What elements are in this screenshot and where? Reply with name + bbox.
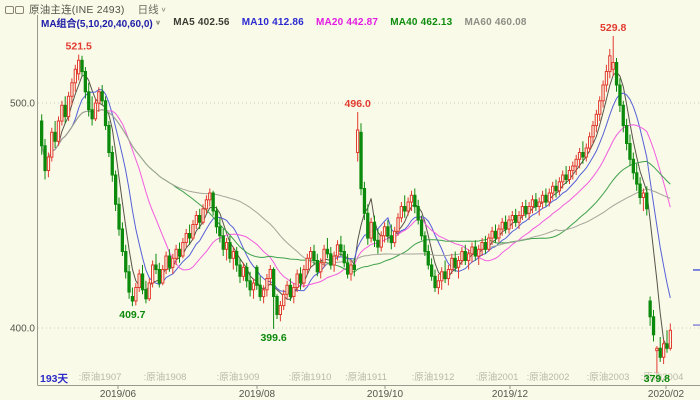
ma-legend-ma20: MA20 442.87 [315,17,379,28]
price-annotation-529.8: 529.8 [600,22,626,34]
x-axis-date-label: 2019/12 [492,389,529,400]
price-annotation-521.5: 521.5 [66,41,92,53]
price-annotation-496.0: 496.0 [345,98,371,110]
contract-watermark: :原油1909 [217,371,260,383]
x-axis-date-label: 2019/06 [100,389,137,400]
ma-legend-bar: MA组合(5,10,20,40,60,0) ∨ MA5 402.56 MA10 4… [41,15,527,30]
contract-watermark: :原油2004 [641,371,684,383]
contract-watermark: :原油2003 [587,371,630,383]
ma-legend-ma10: MA10 412.86 [241,17,304,28]
contract-watermark: :原油1908 [144,371,187,383]
contract-watermark: :原油1907 [79,371,122,383]
contract-watermark: :原油2002 [527,371,570,383]
instrument-title: 原油主连(INE 2493) [29,4,125,16]
y-axis-label: 500.0 [10,99,35,110]
chart-header: 原油主连(INE 2493) 日线 ∨ [5,2,166,17]
linked-contract-icon [5,5,24,14]
x-axis-date-label: 2019/10 [367,389,404,400]
contract-watermark: :原油2001 [476,371,519,383]
ma-legend-ma40: MA40 462.13 [390,17,453,28]
ma-settings-dropdown[interactable]: MA组合(5,10,20,40,60,0) ∨ [41,15,161,30]
x-axis-date-label: 2020/02 [648,389,685,400]
contract-watermark: :原油1910 [289,371,332,383]
ma-legend-ma5: MA5 402.56 [173,17,230,28]
chevron-down-icon: ∨ [154,18,162,27]
candles [40,36,673,374]
ma60-line [41,109,671,266]
y-axis-label: 400.0 [10,324,35,335]
ma20-line [41,109,671,287]
period-label: 日线 [137,4,159,16]
x-axis-date-label: 2019/08 [239,389,276,400]
ma10-line [41,88,671,299]
ma-settings-label: MA组合(5,10,20,40,60,0) [41,19,153,30]
price-annotation-399.6: 399.6 [260,332,286,344]
price-annotation-379.8: 379.8 [644,373,670,385]
ma-legend-ma60: MA60 460.08 [464,17,527,28]
price-annotation-409.7: 409.7 [119,309,145,321]
contract-watermark: :原油1911 [345,371,387,383]
visible-days-label: 193天 [40,373,69,385]
contract-watermark: :原油1912 [412,371,455,383]
period-selector[interactable]: 日线 ∨ [138,2,167,17]
chevron-down-icon: ∨ [160,5,167,14]
